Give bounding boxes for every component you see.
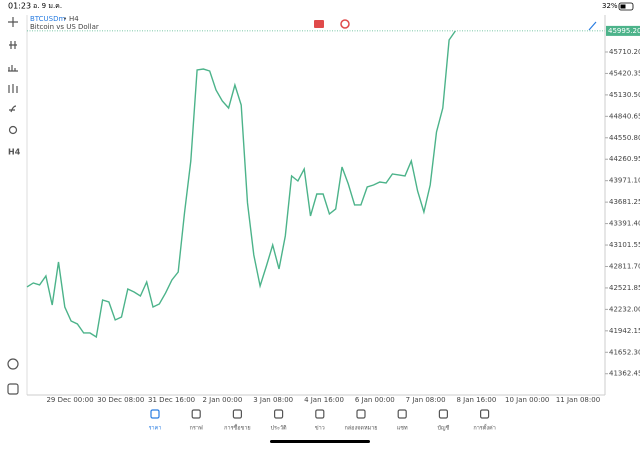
battery-icon (618, 2, 634, 11)
nav-label[interactable]: บัญชี (437, 425, 449, 432)
x-tick-label: 29 Dec 00:00 (46, 396, 93, 404)
draw-tool[interactable] (588, 21, 597, 31)
x-tick-label: 3 Jan 08:00 (253, 396, 293, 404)
y-tick-label: 41362.45 (609, 370, 640, 378)
x-tick-label: 11 Jan 08:00 (556, 396, 600, 404)
y-tick-label: 44260.95 (609, 155, 640, 163)
nav-label[interactable]: ข่าว (315, 426, 325, 432)
x-tick-label: 6 Jan 00:00 (355, 396, 395, 404)
symbol: BTCUSDm (30, 15, 66, 23)
nav-label[interactable]: ราคา (149, 426, 162, 432)
y-tick-label: 43391.40 (609, 220, 640, 228)
one-click-trading[interactable] (314, 20, 324, 28)
nav-label[interactable]: แชท (397, 425, 408, 432)
nav-icon[interactable] (397, 409, 407, 419)
trade-levels[interactable] (340, 19, 350, 29)
status-date: อ. 9 ม.ค. (33, 2, 62, 10)
y-tick-label: 44840.65 (609, 112, 640, 120)
x-tick-label: 31 Dec 16:00 (148, 396, 195, 404)
price-line (26, 30, 456, 339)
y-tick-label: 45130.50 (609, 91, 640, 99)
timeframe-button[interactable]: H4 (8, 148, 21, 157)
current-price-label: 45995.20 (608, 27, 640, 35)
y-tick-label: 45710.20 (609, 48, 640, 56)
nav-icon[interactable] (232, 409, 242, 419)
x-tick-label: 10 Jan 00:00 (505, 396, 549, 404)
battery: 32% (602, 2, 618, 10)
y-tick-label: 44550.80 (609, 134, 640, 142)
nav-icon[interactable] (438, 409, 448, 419)
nav-label[interactable]: ประวัติ (271, 425, 287, 432)
x-tick-label: 8 Jan 16:00 (456, 396, 496, 404)
current-price-box (606, 25, 640, 36)
x-tick-label: 2 Jan 00:00 (202, 396, 242, 404)
home-indicator (270, 440, 370, 443)
nav-label[interactable]: การตั้งค่า (473, 424, 495, 432)
x-tick-label: 7 Jan 08:00 (406, 396, 446, 404)
nav-icon[interactable] (191, 409, 201, 419)
y-tick-label: 42521.85 (609, 284, 640, 292)
y-tick-label: 43101.55 (609, 241, 640, 249)
x-tick-label: 4 Jan 16:00 (304, 396, 344, 404)
y-tick-label: 43971.10 (609, 177, 640, 185)
y-tick-label: 45420.35 (609, 69, 640, 77)
y-tick-label: 41942.15 (609, 327, 640, 335)
nav-label[interactable]: กล่องจดหมาย (344, 426, 377, 432)
nav-icon[interactable] (150, 409, 160, 419)
nav-icon[interactable] (315, 409, 325, 419)
x-tick-label: 30 Dec 08:00 (97, 396, 144, 404)
nav-label[interactable]: กราฟ (190, 425, 203, 432)
nav-icon[interactable] (356, 409, 366, 419)
timeframe-label: H4 (69, 15, 79, 23)
battery-level (620, 4, 626, 9)
y-tick-label: 42232.00 (609, 305, 640, 313)
nav-icon[interactable] (480, 409, 490, 419)
symbol-separator: • (63, 15, 67, 23)
nav-label[interactable]: การซื้อขาย (224, 424, 250, 432)
y-tick-label: 42811.70 (609, 262, 640, 270)
nav-icon[interactable] (274, 409, 284, 419)
y-tick-label: 41652.30 (609, 348, 640, 356)
status-time: 01:23 (8, 2, 31, 11)
symbol-description: Bitcoin vs US Dollar (30, 23, 99, 31)
y-tick-label: 43681.25 (609, 198, 640, 206)
left-toolbar (7, 17, 19, 395)
